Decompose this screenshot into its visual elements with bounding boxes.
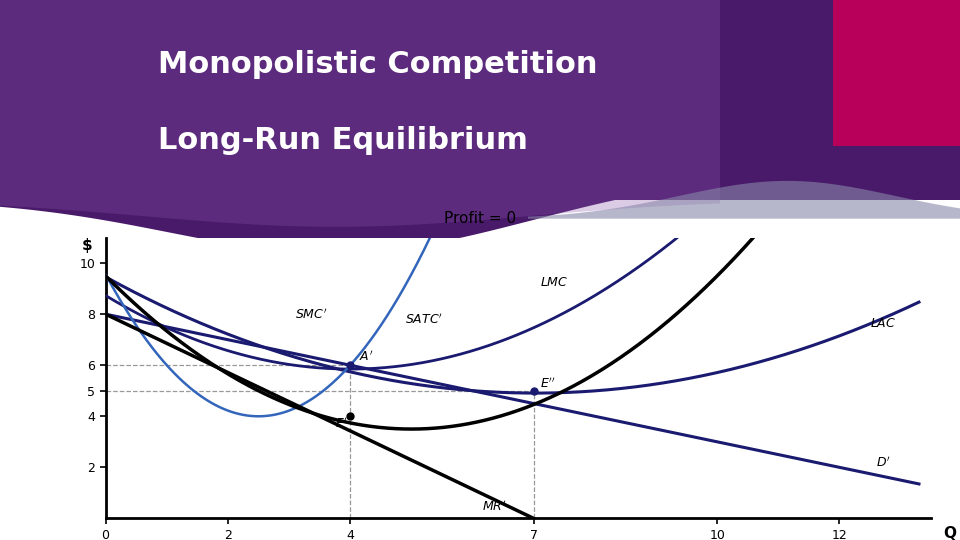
Text: $SATC'$: $SATC'$ — [405, 313, 444, 327]
Text: $LAC$: $LAC$ — [870, 317, 897, 330]
Text: $: $ — [82, 238, 92, 253]
Polygon shape — [0, 0, 960, 253]
Bar — [833, 0, 960, 146]
Text: $D'$: $D'$ — [876, 456, 891, 470]
Text: Monopolistic Competition: Monopolistic Competition — [158, 50, 598, 79]
Polygon shape — [528, 181, 960, 219]
Text: $E'$: $E'$ — [335, 416, 348, 431]
Text: $LMC$: $LMC$ — [540, 276, 568, 289]
Text: $A'$: $A'$ — [359, 350, 373, 364]
Text: $SMC'$: $SMC'$ — [295, 308, 327, 322]
FancyBboxPatch shape — [0, 0, 960, 200]
Polygon shape — [0, 0, 720, 227]
Text: $MR'$: $MR'$ — [482, 500, 506, 514]
Text: $E^{\prime\prime}$: $E^{\prime\prime}$ — [540, 377, 555, 391]
Text: Q: Q — [943, 526, 956, 540]
Text: Profit = 0: Profit = 0 — [444, 211, 516, 226]
Text: Long-Run Equilibrium: Long-Run Equilibrium — [158, 126, 528, 155]
